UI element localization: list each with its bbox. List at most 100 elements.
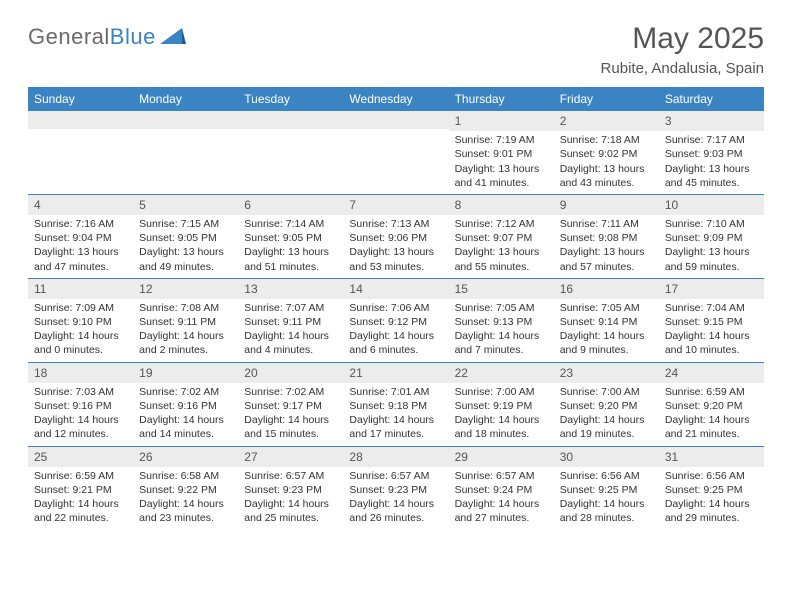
sunset-text: Sunset: 9:17 PM	[244, 399, 337, 413]
day-number	[238, 111, 343, 129]
sunrise-text: Sunrise: 7:02 AM	[244, 385, 337, 399]
week-row: 11Sunrise: 7:09 AMSunset: 9:10 PMDayligh…	[28, 278, 764, 362]
daylight-text: Daylight: 13 hours	[560, 162, 653, 176]
sunset-text: Sunset: 9:25 PM	[560, 483, 653, 497]
day-number: 3	[659, 111, 764, 131]
day-cell: 23Sunrise: 7:00 AMSunset: 9:20 PMDayligh…	[554, 363, 659, 446]
daylight-text: Daylight: 14 hours	[455, 329, 548, 343]
daylight-text: and 49 minutes.	[139, 260, 232, 274]
day-body: Sunrise: 7:16 AMSunset: 9:04 PMDaylight:…	[28, 215, 133, 278]
daylight-text: and 28 minutes.	[560, 511, 653, 525]
daylight-text: and 6 minutes.	[349, 343, 442, 357]
day-cell	[133, 111, 238, 194]
day-body: Sunrise: 7:07 AMSunset: 9:11 PMDaylight:…	[238, 299, 343, 362]
daylight-text: and 26 minutes.	[349, 511, 442, 525]
sunset-text: Sunset: 9:20 PM	[665, 399, 758, 413]
day-cell: 1Sunrise: 7:19 AMSunset: 9:01 PMDaylight…	[449, 111, 554, 194]
sunset-text: Sunset: 9:18 PM	[349, 399, 442, 413]
daylight-text: and 7 minutes.	[455, 343, 548, 357]
day-header-fri: Friday	[554, 87, 659, 111]
day-body: Sunrise: 7:19 AMSunset: 9:01 PMDaylight:…	[449, 131, 554, 194]
sunset-text: Sunset: 9:22 PM	[139, 483, 232, 497]
day-cell: 4Sunrise: 7:16 AMSunset: 9:04 PMDaylight…	[28, 195, 133, 278]
daylight-text: and 41 minutes.	[455, 176, 548, 190]
sunset-text: Sunset: 9:25 PM	[665, 483, 758, 497]
daylight-text: Daylight: 13 hours	[665, 245, 758, 259]
daylight-text: and 0 minutes.	[34, 343, 127, 357]
day-body: Sunrise: 6:56 AMSunset: 9:25 PMDaylight:…	[659, 467, 764, 530]
sunset-text: Sunset: 9:13 PM	[455, 315, 548, 329]
sunrise-text: Sunrise: 7:09 AM	[34, 301, 127, 315]
daylight-text: and 4 minutes.	[244, 343, 337, 357]
sunset-text: Sunset: 9:04 PM	[34, 231, 127, 245]
daylight-text: and 2 minutes.	[139, 343, 232, 357]
daylight-text: and 12 minutes.	[34, 427, 127, 441]
day-cell: 12Sunrise: 7:08 AMSunset: 9:11 PMDayligh…	[133, 279, 238, 362]
daylight-text: Daylight: 14 hours	[244, 497, 337, 511]
sunset-text: Sunset: 9:08 PM	[560, 231, 653, 245]
day-number	[28, 111, 133, 129]
sunset-text: Sunset: 9:02 PM	[560, 147, 653, 161]
day-cell: 18Sunrise: 7:03 AMSunset: 9:16 PMDayligh…	[28, 363, 133, 446]
daylight-text: and 10 minutes.	[665, 343, 758, 357]
day-body: Sunrise: 6:59 AMSunset: 9:21 PMDaylight:…	[28, 467, 133, 530]
sunrise-text: Sunrise: 7:14 AM	[244, 217, 337, 231]
sunset-text: Sunset: 9:05 PM	[244, 231, 337, 245]
sunrise-text: Sunrise: 7:02 AM	[139, 385, 232, 399]
day-cell: 7Sunrise: 7:13 AMSunset: 9:06 PMDaylight…	[343, 195, 448, 278]
day-number: 28	[343, 447, 448, 467]
daylight-text: and 45 minutes.	[665, 176, 758, 190]
day-header-tue: Tuesday	[238, 87, 343, 111]
day-number: 11	[28, 279, 133, 299]
daylight-text: and 59 minutes.	[665, 260, 758, 274]
day-number: 29	[449, 447, 554, 467]
day-cell: 24Sunrise: 6:59 AMSunset: 9:20 PMDayligh…	[659, 363, 764, 446]
sunrise-text: Sunrise: 7:07 AM	[244, 301, 337, 315]
day-cell	[343, 111, 448, 194]
daylight-text: Daylight: 13 hours	[455, 162, 548, 176]
day-number: 21	[343, 363, 448, 383]
day-body: Sunrise: 7:05 AMSunset: 9:13 PMDaylight:…	[449, 299, 554, 362]
day-number: 16	[554, 279, 659, 299]
sunrise-text: Sunrise: 6:57 AM	[455, 469, 548, 483]
daylight-text: and 15 minutes.	[244, 427, 337, 441]
daylight-text: and 25 minutes.	[244, 511, 337, 525]
day-body: Sunrise: 7:04 AMSunset: 9:15 PMDaylight:…	[659, 299, 764, 362]
day-cell: 20Sunrise: 7:02 AMSunset: 9:17 PMDayligh…	[238, 363, 343, 446]
logo-text-1: General	[28, 24, 110, 50]
calendar-body: 1Sunrise: 7:19 AMSunset: 9:01 PMDaylight…	[28, 111, 764, 529]
sunrise-text: Sunrise: 6:57 AM	[244, 469, 337, 483]
daylight-text: Daylight: 14 hours	[34, 497, 127, 511]
day-body: Sunrise: 7:13 AMSunset: 9:06 PMDaylight:…	[343, 215, 448, 278]
sunrise-text: Sunrise: 6:59 AM	[665, 385, 758, 399]
day-cell: 6Sunrise: 7:14 AMSunset: 9:05 PMDaylight…	[238, 195, 343, 278]
day-number: 24	[659, 363, 764, 383]
day-number: 19	[133, 363, 238, 383]
daylight-text: Daylight: 14 hours	[34, 413, 127, 427]
day-number: 31	[659, 447, 764, 467]
day-number: 4	[28, 195, 133, 215]
day-cell: 28Sunrise: 6:57 AMSunset: 9:23 PMDayligh…	[343, 447, 448, 530]
daylight-text: and 18 minutes.	[455, 427, 548, 441]
day-number: 30	[554, 447, 659, 467]
day-number: 25	[28, 447, 133, 467]
daylight-text: Daylight: 13 hours	[560, 245, 653, 259]
day-body: Sunrise: 7:06 AMSunset: 9:12 PMDaylight:…	[343, 299, 448, 362]
sunset-text: Sunset: 9:23 PM	[244, 483, 337, 497]
day-cell: 13Sunrise: 7:07 AMSunset: 9:11 PMDayligh…	[238, 279, 343, 362]
day-cell: 22Sunrise: 7:00 AMSunset: 9:19 PMDayligh…	[449, 363, 554, 446]
sunset-text: Sunset: 9:09 PM	[665, 231, 758, 245]
sunrise-text: Sunrise: 7:05 AM	[560, 301, 653, 315]
day-headers-row: Sunday Monday Tuesday Wednesday Thursday…	[28, 87, 764, 111]
day-cell: 29Sunrise: 6:57 AMSunset: 9:24 PMDayligh…	[449, 447, 554, 530]
sunset-text: Sunset: 9:05 PM	[139, 231, 232, 245]
daylight-text: Daylight: 13 hours	[455, 245, 548, 259]
week-row: 18Sunrise: 7:03 AMSunset: 9:16 PMDayligh…	[28, 362, 764, 446]
day-cell: 21Sunrise: 7:01 AMSunset: 9:18 PMDayligh…	[343, 363, 448, 446]
day-cell: 10Sunrise: 7:10 AMSunset: 9:09 PMDayligh…	[659, 195, 764, 278]
logo-triangle-icon	[160, 24, 186, 50]
sunset-text: Sunset: 9:11 PM	[139, 315, 232, 329]
sunrise-text: Sunrise: 7:05 AM	[455, 301, 548, 315]
sunrise-text: Sunrise: 7:18 AM	[560, 133, 653, 147]
day-body: Sunrise: 6:59 AMSunset: 9:20 PMDaylight:…	[659, 383, 764, 446]
